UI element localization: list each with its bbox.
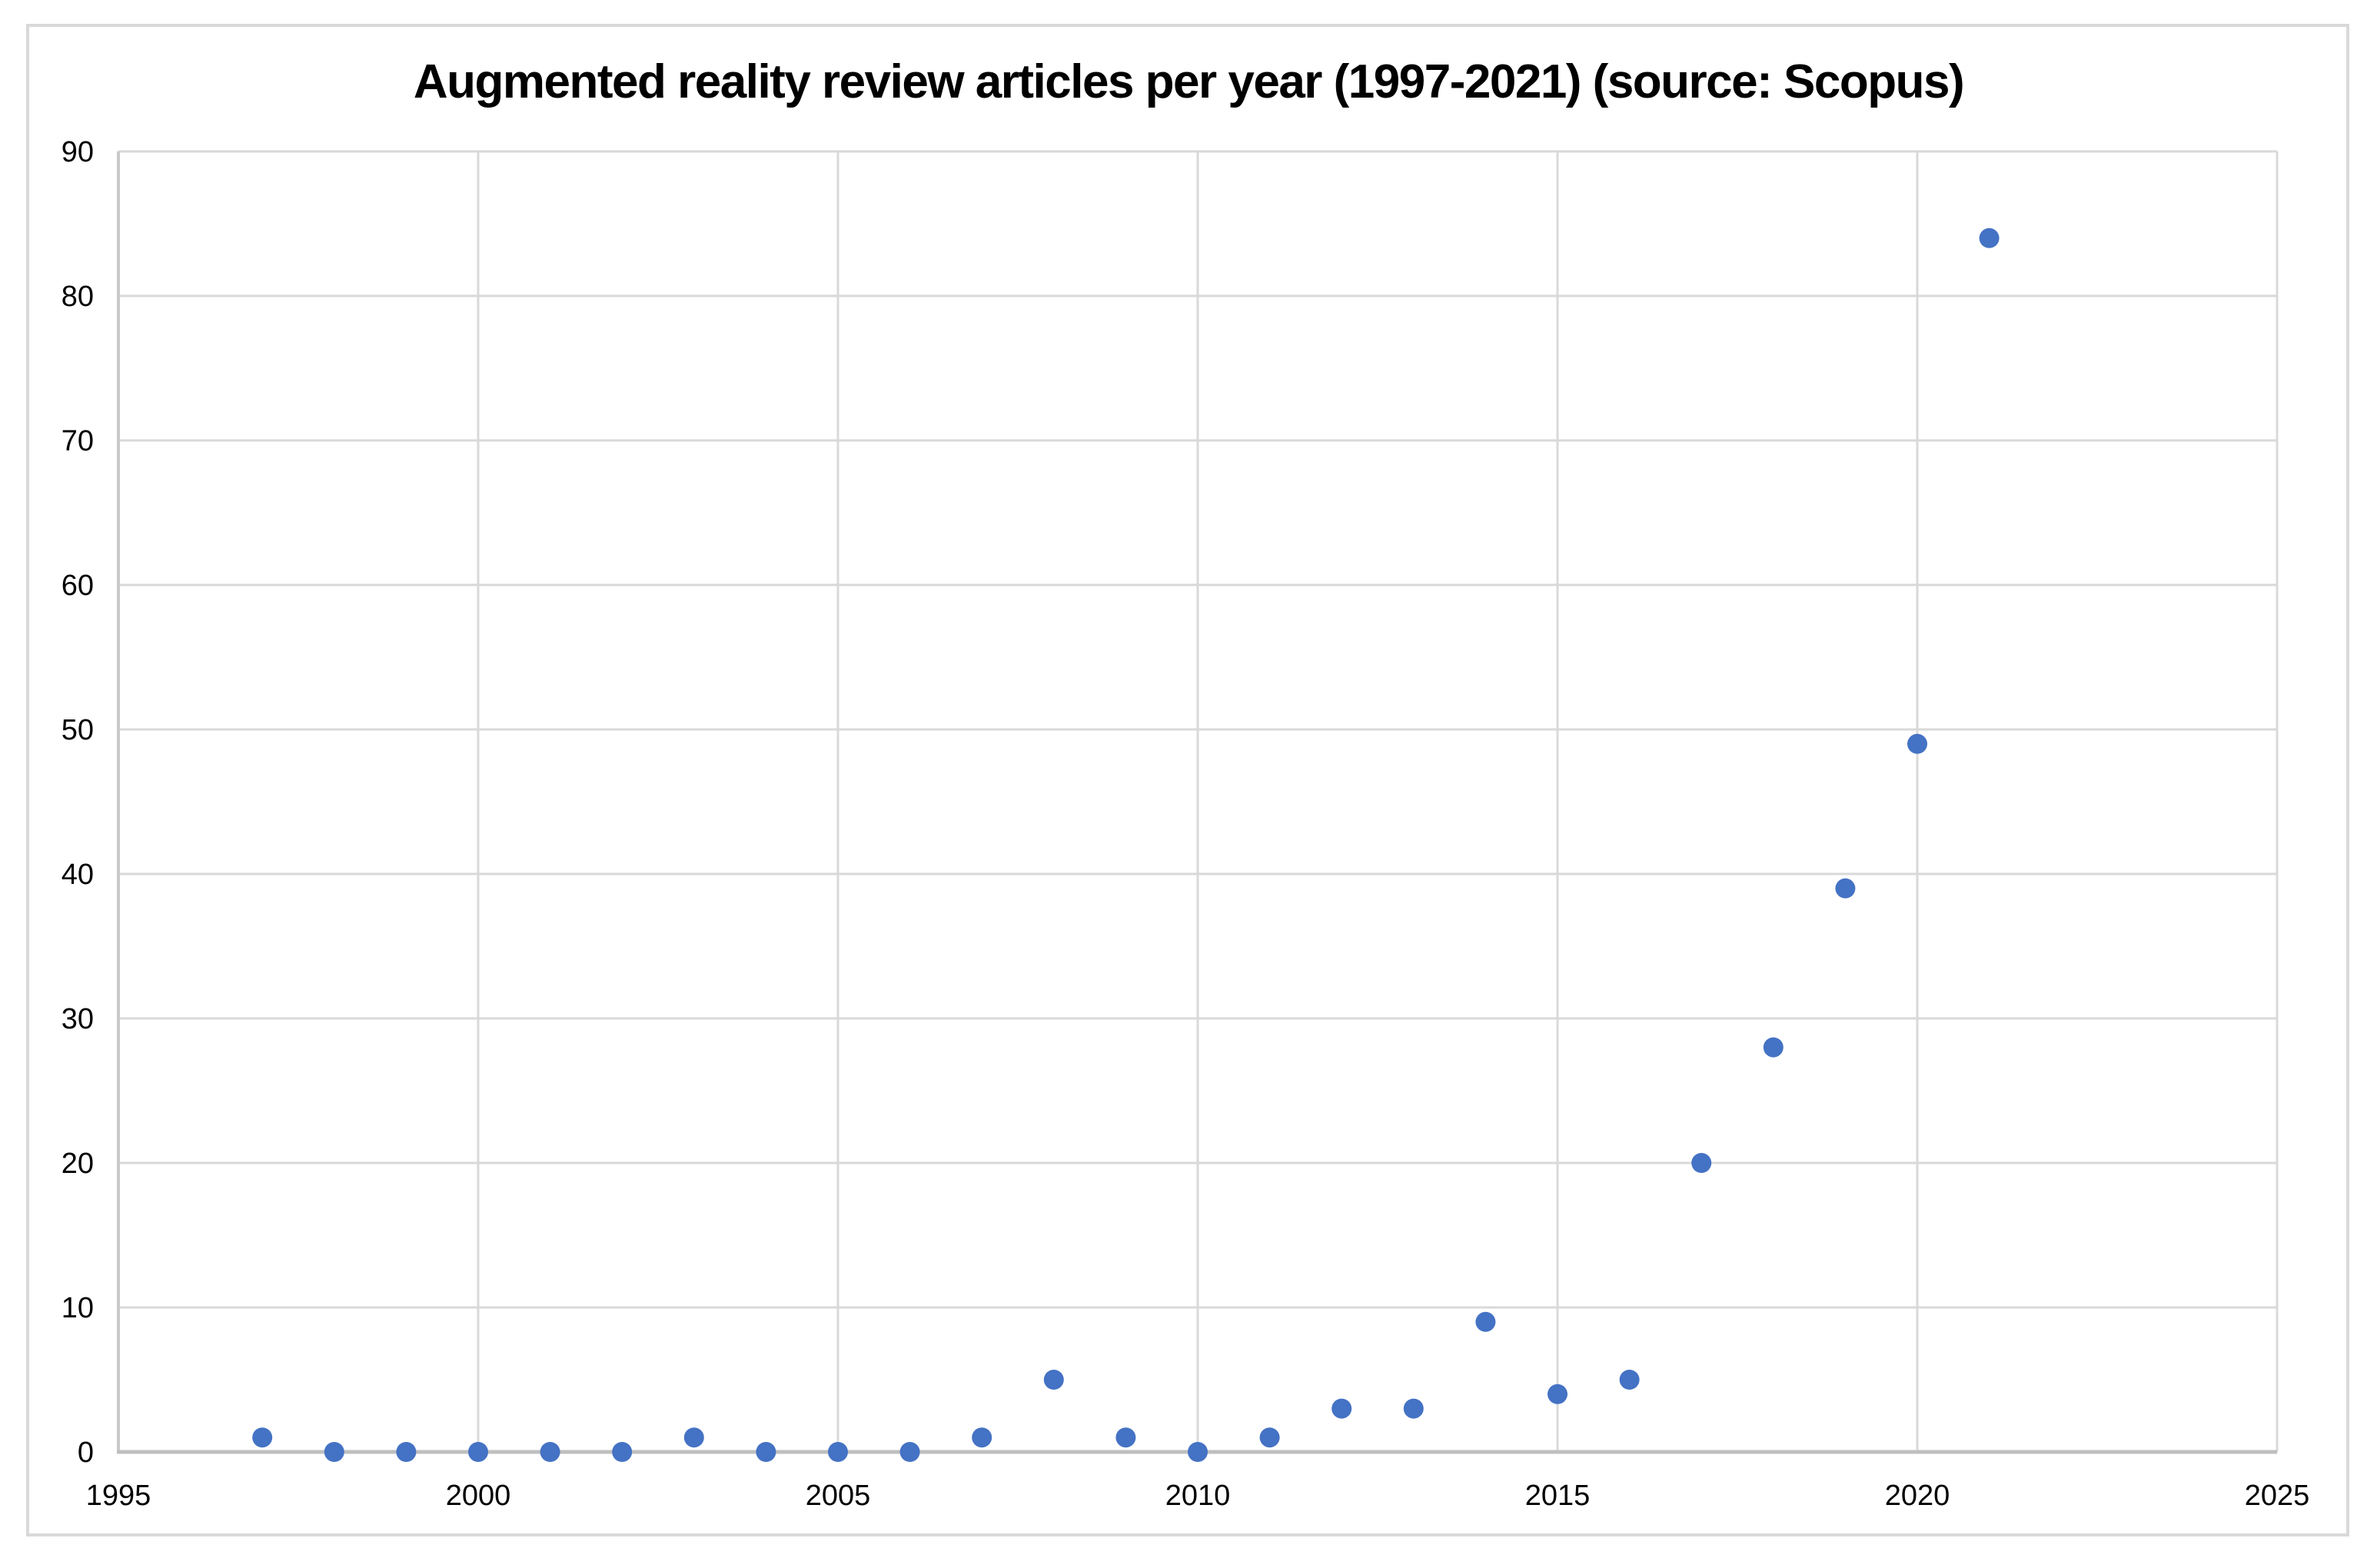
y-tick-label: 60 xyxy=(62,570,94,602)
data-point xyxy=(756,1442,776,1462)
data-point xyxy=(1619,1370,1640,1390)
data-point xyxy=(1403,1398,1424,1419)
data-point xyxy=(899,1442,920,1462)
data-point xyxy=(468,1442,488,1462)
y-tick-label: 90 xyxy=(62,136,94,168)
data-point xyxy=(252,1427,273,1448)
y-tick-label: 20 xyxy=(62,1148,94,1180)
y-tick-label: 50 xyxy=(62,714,94,746)
chart-outer-border xyxy=(26,24,2349,1536)
data-point xyxy=(683,1427,704,1448)
data-point xyxy=(1115,1427,1136,1448)
x-tick-label: 2020 xyxy=(1885,1480,1950,1512)
data-point xyxy=(1907,733,1927,754)
data-point xyxy=(1188,1442,1208,1462)
chart-title: Augmented reality review articles per ye… xyxy=(413,55,1965,108)
data-point xyxy=(612,1442,633,1462)
data-point xyxy=(324,1442,344,1462)
data-point xyxy=(1691,1153,1712,1173)
y-tick-label: 0 xyxy=(78,1437,94,1469)
data-point xyxy=(1548,1384,1567,1404)
data-point xyxy=(1835,878,1856,899)
y-tick-label: 10 xyxy=(62,1292,94,1324)
y-tick-label: 70 xyxy=(62,425,94,457)
x-tick-label: 2025 xyxy=(2245,1480,2310,1512)
data-point xyxy=(828,1442,848,1462)
x-tick-label: 2000 xyxy=(446,1480,511,1512)
y-tick-label: 80 xyxy=(62,281,94,313)
data-point xyxy=(1979,228,2000,248)
data-point xyxy=(1259,1427,1280,1448)
y-tick-label: 40 xyxy=(62,859,94,891)
x-tick-label: 2010 xyxy=(1165,1480,1231,1512)
data-point xyxy=(1331,1398,1352,1419)
data-point xyxy=(972,1427,992,1448)
data-point xyxy=(396,1442,417,1462)
x-tick-label: 2015 xyxy=(1525,1480,1591,1512)
y-tick-label: 30 xyxy=(62,1003,94,1035)
data-point xyxy=(1043,1370,1064,1390)
data-point xyxy=(1475,1311,1496,1332)
data-point xyxy=(1763,1037,1784,1058)
x-tick-label: 2005 xyxy=(806,1480,871,1512)
x-tick-label: 1995 xyxy=(86,1480,151,1512)
data-point xyxy=(540,1442,560,1462)
